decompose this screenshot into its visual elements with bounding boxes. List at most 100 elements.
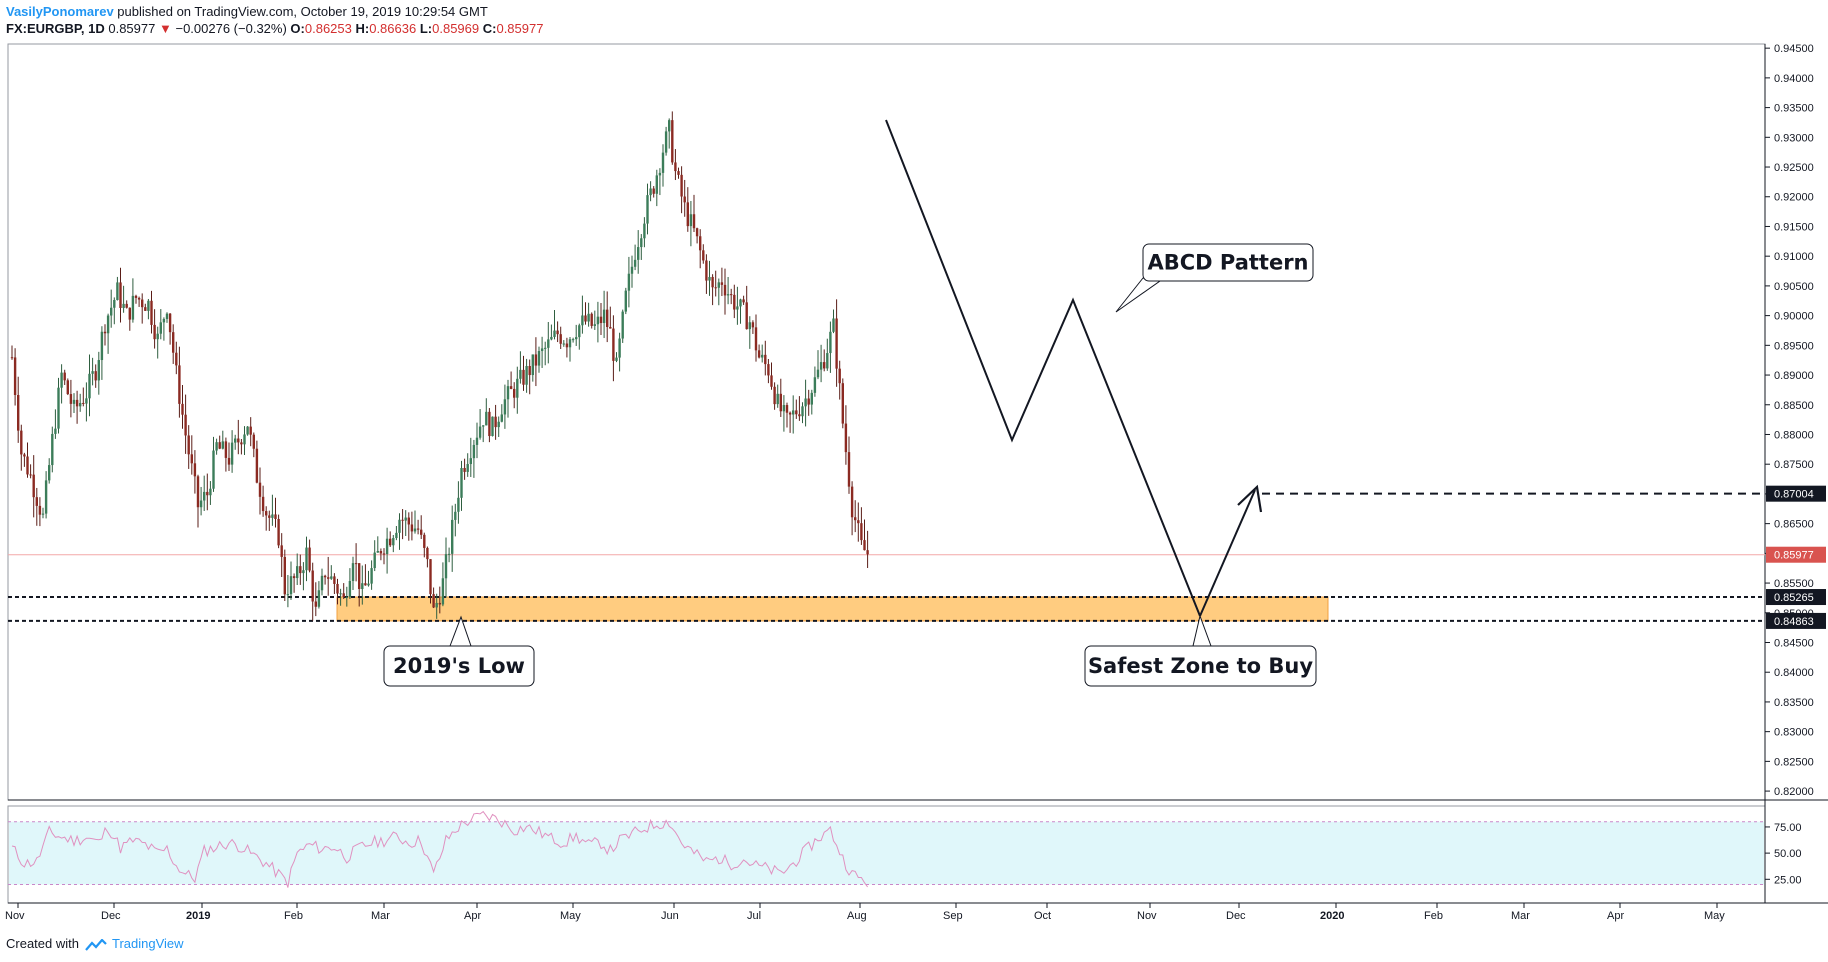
candle-body [230,442,234,465]
candle-body [141,299,144,308]
candle-body [832,318,835,332]
candle-body [323,575,327,578]
candle-body [54,428,57,434]
target-badge [1766,485,1826,502]
candle-body [463,467,466,472]
candle-body [565,343,569,348]
low-label: L: [419,21,433,36]
open-label: O: [290,21,305,36]
candle-body [785,405,789,413]
candle-body [695,228,699,237]
candle-body [227,457,231,465]
candle-body [844,423,848,453]
candle-body [643,223,646,239]
candle-body [354,563,358,565]
candle-body [478,426,482,438]
candle-body [807,398,810,405]
candle-body [60,372,63,388]
candle-body [661,152,665,173]
candle-body [69,394,73,404]
y-tick-label: 0.88500 [1774,400,1814,412]
candle-body [162,318,166,323]
candle-body [571,339,575,341]
candle-body [788,412,792,415]
x-tick-label: Apr [1607,910,1624,922]
zone-top-badge-label: 0.85265 [1774,592,1814,604]
candle-body [41,513,45,515]
candle-body [348,580,352,597]
abcd-callout-box[interactable] [1142,243,1314,282]
candle-body [389,538,392,546]
candle-body [432,594,435,608]
candle-body [506,386,510,400]
high-value: 0.86636 [369,21,417,36]
rsi-tick-label: 50.00 [1774,848,1802,860]
candle-body [243,434,246,445]
x-tick-label: 2019 [186,910,210,922]
candle-body [82,402,85,404]
candle-body [609,326,612,329]
symbol-name[interactable]: FX:EURGBP, 1D [6,21,105,36]
y-tick-label: 0.84000 [1774,667,1814,679]
candle-body [813,377,817,393]
candle-body [593,324,596,326]
candle-body [110,307,113,316]
candle-body [91,371,94,374]
candle-body [246,426,249,435]
candle-body [32,474,35,498]
candle-body [150,300,153,325]
candle-body [274,514,277,519]
candle-body [742,299,745,303]
candle-body [866,550,869,555]
abcd-pattern-lines[interactable] [885,119,1201,617]
candle-body [193,463,197,477]
candle-body [587,313,590,322]
low-value: 0.85969 [432,21,480,36]
buy-zone[interactable] [336,596,1329,622]
candle-body [379,551,383,554]
candle-body [640,238,643,248]
candle-body [249,426,252,435]
candle-body [705,260,708,281]
candle-body [860,523,863,541]
footer: Created with TradingView [6,936,184,951]
rsi-tick-label: 75.00 [1774,822,1802,834]
close-value: 0.85977 [496,21,544,36]
candle-body [739,299,742,307]
candle-body [277,518,280,546]
price-chart[interactable]: 0.82000 0.82500 0.83000 0.83500 0.84000 0.845… [0,0,1828,930]
candle-body [630,266,634,274]
candle-body [435,602,438,608]
candle-body [116,282,119,301]
candle-body [444,554,448,579]
candle-body [776,393,779,405]
candle-body [308,547,311,571]
candle-body [199,500,203,508]
candle-body [10,357,14,359]
candle-body [686,202,689,227]
tradingview-link[interactable]: TradingView [112,936,184,951]
y-tick-label: 0.90000 [1774,311,1814,323]
candle-body [488,411,491,437]
candle-body [556,330,559,335]
candle-body [637,247,640,260]
candle-body [410,524,414,532]
candle-body [255,448,259,483]
author-link[interactable]: VasilyPonomarev [6,4,114,19]
candle-body [416,528,420,530]
candle-body [757,350,761,358]
projection-up-line[interactable] [1199,489,1256,617]
candle-body [677,171,680,175]
safe-zone-callout-box[interactable] [1084,645,1317,687]
candle-body [516,378,519,398]
candle-body [540,348,544,352]
candle-body [606,309,609,327]
low-callout-box[interactable] [383,645,535,687]
x-tick-label: Sep [943,910,963,922]
y-tick-label: 0.82000 [1774,786,1814,798]
y-tick-label: 0.89500 [1774,340,1814,352]
candle-body [854,517,857,521]
candle-body [534,354,538,366]
candle-body [819,362,823,370]
candle-body [100,331,104,361]
